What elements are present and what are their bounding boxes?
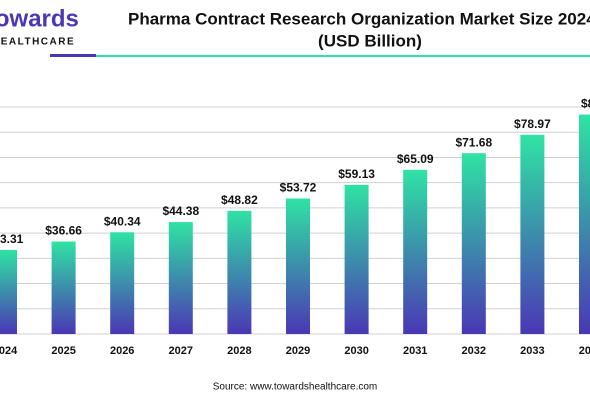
- header-rule: [96, 55, 590, 57]
- value-label: $48.82: [221, 193, 258, 207]
- bar: [227, 210, 252, 334]
- bar: [403, 169, 428, 334]
- chart-subtitle: (USD Billion): [318, 31, 422, 50]
- value-label: $78.97: [514, 117, 551, 131]
- value-label: $53.72: [280, 181, 317, 195]
- logo-name: Towards: [0, 5, 79, 32]
- logo-tagline: HEALTHCARE: [0, 37, 75, 48]
- x-tick-label: 2032: [462, 345, 486, 357]
- x-tick-label: 2025: [51, 345, 75, 357]
- x-tick-label: 2026: [110, 345, 134, 357]
- chart-title: Pharma Contract Research Organization Ma…: [128, 9, 590, 28]
- bar: [520, 134, 545, 334]
- value-label: $36.66: [45, 224, 82, 238]
- value-label: $71.68: [455, 135, 492, 149]
- value-label: $65.09: [397, 152, 434, 166]
- x-tick-label: 2027: [169, 345, 193, 357]
- bar: [344, 184, 369, 334]
- x-tick-label: 2028: [227, 345, 251, 357]
- source: Source: www.towardshealthcare.com: [213, 382, 378, 393]
- bar: [286, 198, 310, 334]
- header-rule-accent: [50, 54, 96, 57]
- bar: [110, 232, 135, 334]
- x-tick-label: 2034: [579, 345, 590, 357]
- value-label: $33.31: [0, 232, 24, 246]
- x-tick-label: 2033: [520, 345, 544, 357]
- value-label: $40.34: [104, 214, 141, 228]
- value-label: $44.38: [162, 204, 199, 218]
- value-label: $87: [581, 97, 590, 111]
- bar: [168, 222, 193, 334]
- x-tick-label: 2029: [286, 345, 310, 357]
- bar: [579, 114, 590, 334]
- x-tick-label: 2031: [403, 345, 427, 357]
- bar: [51, 241, 76, 334]
- x-tick-label: 2024: [0, 345, 18, 357]
- x-tick-label: 2030: [344, 345, 368, 357]
- bar: [0, 249, 17, 334]
- bar: [461, 153, 486, 334]
- value-label: $59.13: [338, 167, 375, 181]
